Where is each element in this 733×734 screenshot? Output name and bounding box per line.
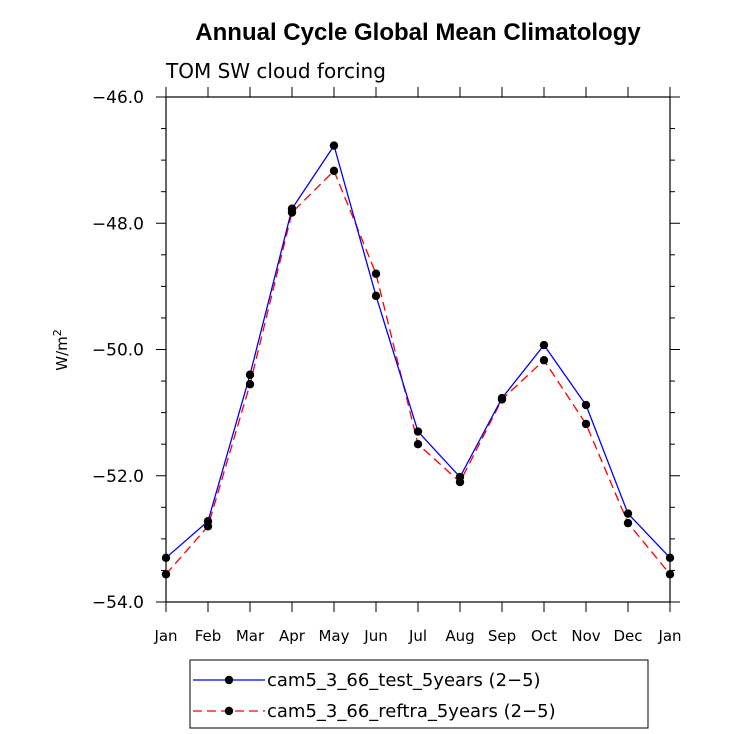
x-tick-label: Dec	[613, 627, 642, 645]
data-point	[245, 380, 255, 389]
axis-ticks	[156, 87, 680, 612]
series-line	[165, 144, 671, 559]
y-tick-label: −46.0	[92, 88, 144, 108]
legend: cam5_3_66_test_5years (2−5) cam5_3_66_ref…	[189, 659, 649, 729]
x-tick-labels: Jan Feb Mar Apr May Jun Jul Aug Sep Oct Nov Dec Jan	[153, 627, 681, 645]
plot-frame	[165, 96, 671, 603]
data-point	[203, 522, 213, 531]
chart-title: Annual Cycle Global Mean Climatology	[195, 19, 641, 46]
x-tick-label: Jul	[408, 627, 427, 645]
legend-label: cam5_3_66_reftra_5years (2−5)	[267, 701, 556, 722]
y-tick-label: −52.0	[92, 467, 144, 487]
x-tick-label: Aug	[445, 627, 474, 645]
y-axis-label-text: W/m	[53, 336, 71, 371]
data-point	[455, 477, 465, 487]
data-point	[539, 340, 549, 350]
data-point	[245, 370, 255, 379]
data-point	[665, 570, 675, 579]
data-point	[623, 509, 633, 518]
data-point	[539, 356, 549, 365]
x-tick-label: May	[318, 627, 349, 645]
data-point	[497, 395, 507, 404]
data-point	[581, 419, 591, 429]
y-tick-label: −50.0	[92, 341, 144, 361]
x-tick-label: Jan	[153, 627, 177, 645]
series-layer	[161, 141, 675, 579]
legend-marker	[224, 675, 234, 685]
x-tick-label: Jun	[363, 627, 387, 645]
x-tick-label: Jan	[657, 627, 681, 645]
data-point	[665, 553, 675, 563]
plot-axes	[165, 96, 671, 603]
chart-subtitle: TOM SW cloud forcing	[165, 59, 386, 83]
legend-marker	[224, 706, 234, 716]
data-point	[413, 439, 423, 449]
y-tick-label: −48.0	[92, 214, 144, 234]
x-tick-label: Nov	[571, 627, 600, 645]
y-axis-label-superscript: 2	[51, 329, 64, 336]
y-tick-label: −54.0	[92, 593, 144, 613]
data-point	[371, 269, 381, 278]
y-tick-labels: −46.0 −48.0 −50.0 −52.0 −54.0	[92, 88, 144, 613]
x-tick-label: Feb	[195, 627, 222, 645]
legend-box	[189, 659, 649, 729]
data-point	[329, 166, 339, 176]
data-point	[329, 141, 339, 150]
data-point	[287, 208, 297, 217]
data-point	[581, 400, 591, 410]
x-tick-label: Apr	[279, 627, 306, 645]
x-tick-label: Oct	[531, 627, 557, 645]
data-point	[413, 427, 423, 436]
data-point	[161, 570, 171, 579]
y-axis-label: W/m2	[51, 329, 72, 371]
legend-label: cam5_3_66_test_5years (2−5)	[267, 670, 541, 691]
data-point	[623, 518, 633, 528]
data-point	[161, 553, 171, 563]
data-point	[371, 291, 381, 301]
x-tick-label: Sep	[488, 627, 516, 645]
series-line	[165, 169, 671, 575]
x-tick-label: Mar	[236, 627, 265, 645]
